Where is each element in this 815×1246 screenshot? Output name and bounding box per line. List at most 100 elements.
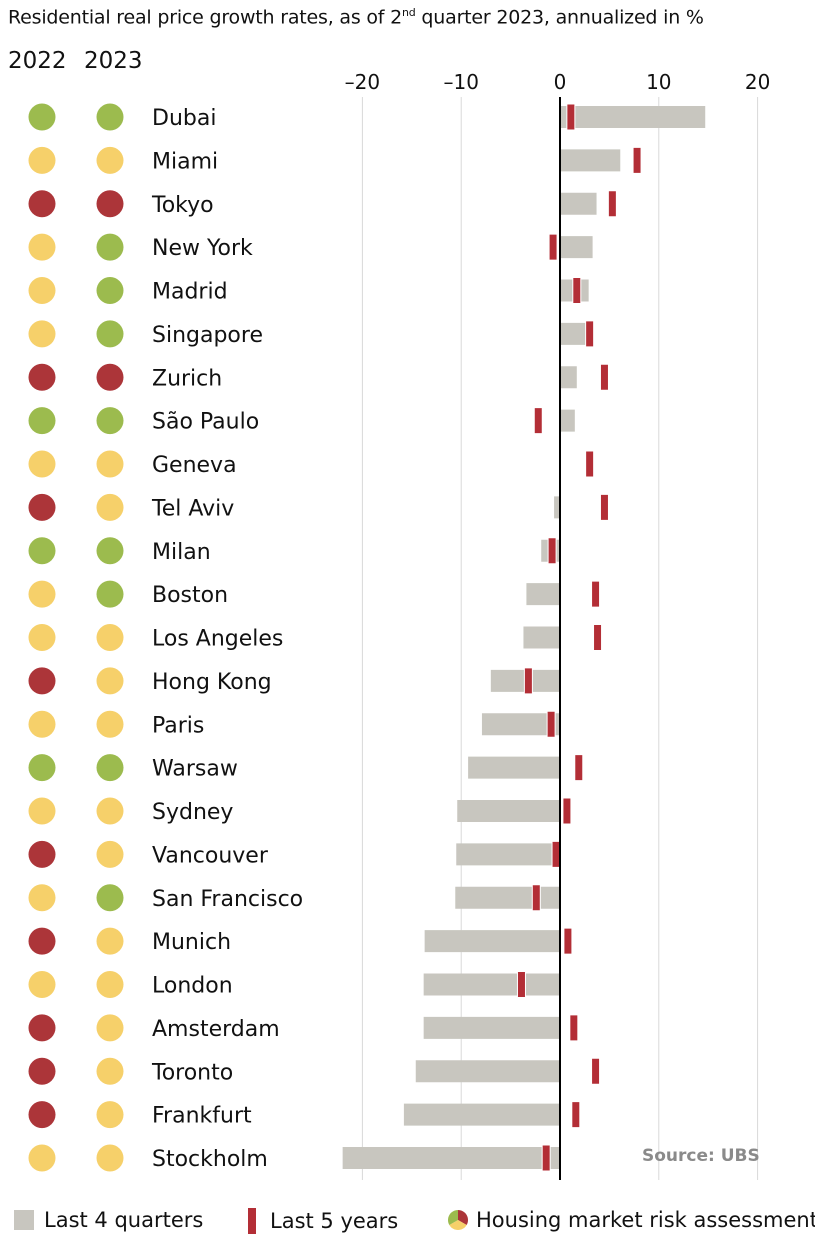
bar-last-4-quarters (468, 756, 560, 779)
bar-last-4-quarters (481, 713, 560, 736)
bar-last-4-quarters (560, 192, 597, 215)
marker-last-5-years (551, 840, 561, 868)
city-label: London (152, 974, 233, 999)
bar-last-4-quarters (423, 1016, 560, 1039)
risk-2022-dot (28, 190, 56, 218)
marker-last-5-years (572, 277, 582, 304)
city-label: Zurich (152, 366, 222, 391)
marker-last-5-years (599, 493, 609, 521)
city-label: Tokyo (151, 193, 214, 218)
city-label: Hong Kong (152, 670, 272, 695)
x-tick-label: 10 (646, 70, 671, 94)
risk-2022-dot (28, 407, 56, 435)
risk-2022-dot (28, 320, 56, 348)
risk-2022-dot (28, 927, 56, 955)
marker-last-5-years (593, 624, 603, 651)
marker-last-5-years (562, 797, 572, 825)
risk-2023-dot (96, 233, 124, 261)
bar-last-4-quarters (457, 800, 560, 822)
risk-2023-dot (96, 927, 124, 955)
risk-2023-dot (96, 797, 124, 825)
risk-2022-dot (28, 971, 56, 998)
risk-2023-dot (96, 971, 124, 998)
risk-2022-dot (28, 537, 56, 565)
risk-2023-dot (96, 146, 124, 174)
risk-2022-dot (28, 840, 56, 868)
risk-2023-dot (96, 103, 124, 131)
city-label: Frankfurt (152, 1104, 252, 1129)
marker-last-5-years (569, 1014, 579, 1042)
risk-2022-dot (28, 797, 56, 825)
bar-last-4-quarters (560, 322, 586, 345)
city-label: Boston (152, 583, 228, 608)
marker-last-5-years (607, 190, 617, 218)
city-label: Toronto (151, 1060, 233, 1085)
bar-last-4-quarters (560, 106, 706, 128)
legend-last4-label: Last 4 quarters (44, 1208, 204, 1232)
risk-2023-dot (96, 754, 124, 782)
x-tick-label: 0 (554, 70, 567, 94)
city-label: Sydney (152, 800, 233, 825)
marker-last-5-years (571, 1101, 581, 1129)
bar-last-4-quarters (342, 1147, 560, 1169)
chart-title-rest: quarter 2023, annualized in % (415, 6, 704, 29)
risk-2022-dot (28, 754, 56, 782)
risk-2023-dot (96, 667, 124, 695)
risk-2023-dot (96, 884, 124, 912)
city-label: Paris (152, 713, 204, 738)
city-label: Munich (152, 930, 231, 955)
bar-last-4-quarters (456, 843, 560, 866)
bar-last-4-quarters (423, 973, 560, 996)
marker-last-5-years (533, 407, 543, 435)
risk-2022-dot (28, 103, 56, 131)
city-label: Los Angeles (152, 627, 283, 652)
bar-last-4-quarters (415, 1060, 560, 1083)
city-label: Vancouver (152, 843, 269, 868)
source-note: Source: UBS (642, 1146, 760, 1166)
legend-risk-item: Housing market risk assessment (448, 1208, 815, 1232)
risk-2022-dot (28, 146, 56, 174)
city-label: Milan (152, 540, 211, 565)
legend-last5-swatch (248, 1208, 256, 1234)
risk-2022-dot (28, 1014, 56, 1042)
risk-2023-dot (96, 277, 124, 304)
marker-last-5-years (546, 710, 556, 738)
legend-last4-item: Last 4 quarters (14, 1208, 203, 1232)
marker-last-5-years (548, 233, 558, 261)
bar-last-4-quarters (455, 886, 560, 909)
bar-last-4-quarters (560, 149, 621, 172)
marker-last-5-years (566, 103, 576, 131)
city-label: Warsaw (152, 757, 238, 782)
risk-2023-dot (96, 407, 124, 435)
marker-last-5-years (632, 146, 642, 174)
risk-2023-dot (96, 537, 124, 565)
risk-2023-dot (96, 190, 124, 218)
city-label: New York (152, 236, 253, 261)
risk-2022-dot (28, 667, 56, 695)
bar-last-4-quarters (554, 496, 560, 519)
x-tick-label: –20 (345, 70, 380, 94)
city-label: San Francisco (152, 887, 303, 912)
city-label: Dubai (152, 106, 216, 131)
marker-last-5-years (516, 971, 526, 998)
marker-last-5-years (547, 537, 557, 565)
risk-2022-dot (28, 233, 56, 261)
city-label: Singapore (152, 323, 263, 348)
bar-last-4-quarters (560, 409, 575, 432)
risk-2022-dot (28, 493, 56, 521)
marker-last-5-years (585, 320, 595, 348)
marker-last-5-years (599, 363, 609, 391)
year-2023-header: 2023 (84, 48, 143, 74)
legend-risk-label: Housing market risk assessment (476, 1208, 815, 1232)
city-label: Madrid (152, 280, 228, 305)
x-tick-label: 20 (745, 70, 770, 94)
marker-last-5-years (591, 1057, 601, 1085)
bar-last-4-quarters (424, 930, 560, 953)
marker-last-5-years (585, 450, 595, 478)
city-label: Tel Aviv (151, 496, 234, 521)
bar-last-4-quarters (403, 1103, 560, 1126)
marker-last-5-years (531, 884, 541, 912)
risk-2022-dot (28, 1144, 56, 1172)
risk-2022-dot (28, 450, 56, 478)
risk-2023-dot (96, 710, 124, 738)
